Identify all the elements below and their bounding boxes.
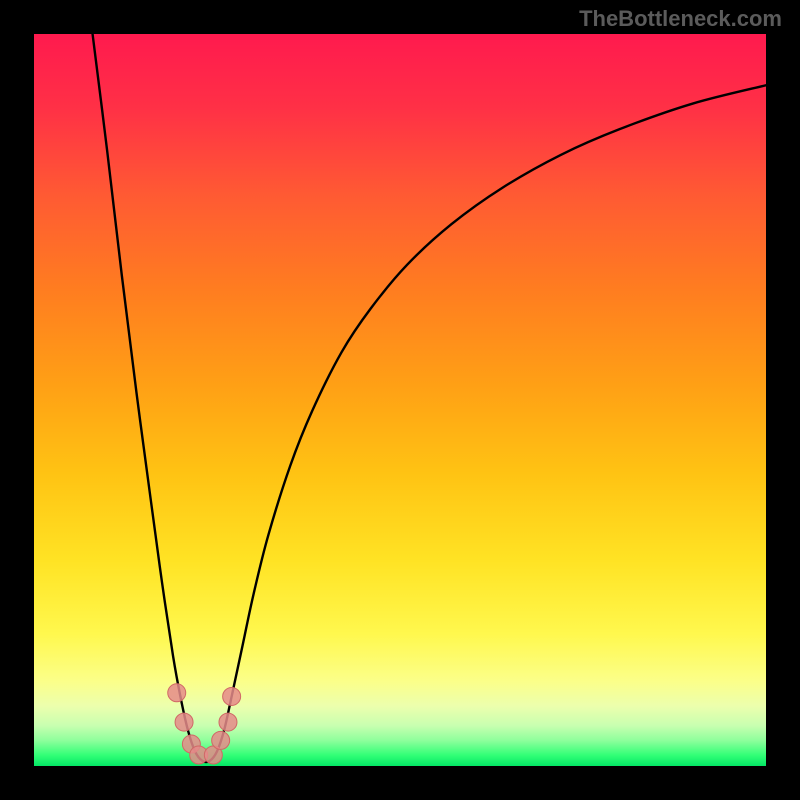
scatter-point	[223, 687, 241, 705]
scatter-point	[175, 713, 193, 731]
plot-background	[34, 34, 766, 766]
scatter-point	[219, 713, 237, 731]
chart-stage: TheBottleneck.com	[0, 0, 800, 800]
scatter-point	[212, 731, 230, 749]
watermark-text: TheBottleneck.com	[579, 6, 782, 32]
chart-svg	[0, 0, 800, 800]
scatter-point	[168, 684, 186, 702]
